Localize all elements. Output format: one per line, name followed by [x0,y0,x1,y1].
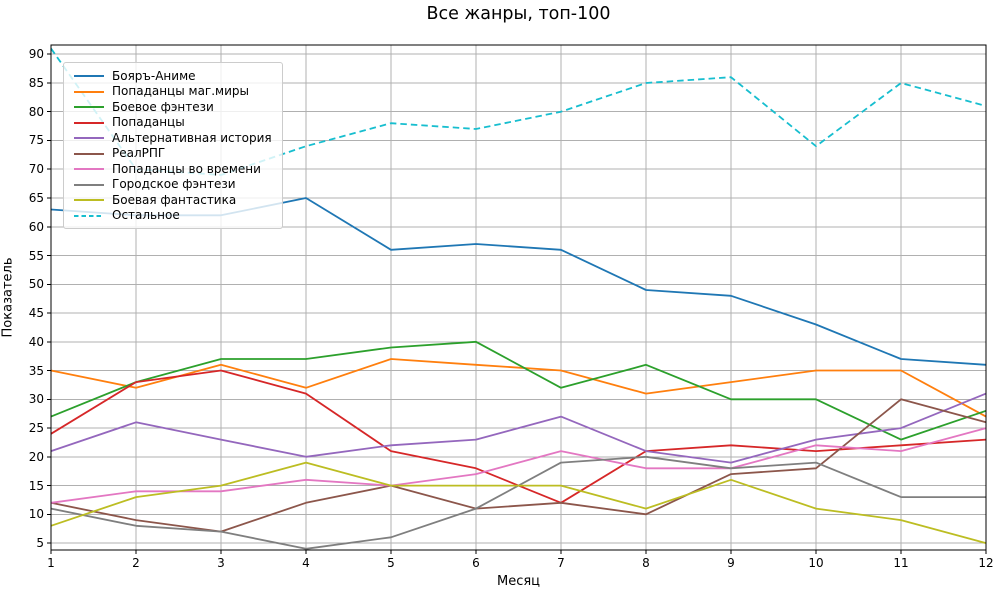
ytick-label: 15 [28,478,44,493]
xtick-label: 8 [642,556,650,570]
legend-label: Боевая фантастика [112,192,237,207]
series-line-10 [50,47,987,176]
xtick-label: 12 [978,556,994,570]
ytick-label: 45 [28,306,44,321]
ytick-label: 90 [28,47,44,62]
legend-line-swatch [74,208,104,224]
legend-line-swatch [74,177,104,193]
xtick-label: 9 [727,556,735,570]
legend-label: Попаданцы [112,115,185,130]
legend-line-swatch [74,192,104,208]
series-line-6 [50,398,987,533]
ytick-label: 55 [28,248,44,263]
legend-item: РеалРПГ [74,146,272,162]
xtick-label: 4 [302,556,310,570]
series-line-3 [50,340,987,441]
ytick-label: 50 [28,277,44,292]
legend-item: Остальное [74,208,272,224]
legend-item: Бояръ-Аниме [74,68,272,84]
legend-item: Попаданцы [74,115,272,131]
plot-border [50,44,987,551]
legend-item: Попаданцы маг.миры [74,84,272,100]
legend-label: Попаданцы во времени [112,161,261,176]
ytick-label: 70 [28,162,44,177]
ytick-label: 75 [28,133,44,148]
legend: Бояръ-Аниме Попаданцы маг.миры Боевое фэнт… [63,62,283,229]
ytick-label: 20 [28,449,44,464]
legend-line-swatch [74,99,104,115]
ytick-label: 60 [28,219,44,234]
series-line-9 [50,461,987,544]
legend-line-swatch [74,130,104,146]
legend-label: Остальное [112,208,180,223]
legend-line-swatch [74,146,104,162]
ytick-label: 85 [28,75,44,90]
series-line-4 [50,369,987,504]
legend-line-swatch [74,115,104,131]
ytick-label: 30 [28,392,44,407]
ytick-label: 10 [28,507,44,522]
legend-label: РеалРПГ [112,146,166,161]
ytick-label: 80 [28,104,44,119]
legend-line-swatch [74,84,104,100]
legend-label: Городское фэнтези [112,177,236,192]
xtick-label: 2 [132,556,140,570]
legend-line-swatch [74,68,104,84]
ytick-label: 5 [36,536,44,551]
legend-label: Боевое фэнтези [112,99,214,114]
series-line-7 [50,427,987,504]
series-line-2 [50,358,987,418]
xtick-label: 10 [808,556,824,570]
legend-label: Бояръ-Аниме [112,68,196,83]
xtick-label: 6 [472,556,480,570]
legend-item: Боевое фэнтези [74,99,272,115]
legend-line-swatch [74,161,104,177]
legend-item: Городское фэнтези [74,177,272,193]
ytick-label: 65 [28,190,44,205]
legend-item: Боевая фантастика [74,192,272,208]
ytick-label: 35 [28,363,44,378]
legend-item: Альтернативная история [74,130,272,146]
series-line-8 [50,455,986,550]
ytick-label: 25 [28,421,44,436]
legend-label: Альтернативная история [112,130,272,145]
legend-item: Попаданцы во времени [74,161,272,177]
series-line-5 [50,392,987,464]
chart-title: Все жанры, топ-100 [426,4,611,24]
xtick-label: 1 [47,556,55,570]
x-axis-label: Месяц [496,574,541,589]
legend-label: Попаданцы маг.миры [112,84,249,99]
xtick-label: 5 [387,556,395,570]
ytick-label: 40 [28,334,44,349]
xtick-label: 3 [217,556,225,570]
xtick-label: 11 [893,556,909,570]
xtick-label: 7 [557,556,565,570]
